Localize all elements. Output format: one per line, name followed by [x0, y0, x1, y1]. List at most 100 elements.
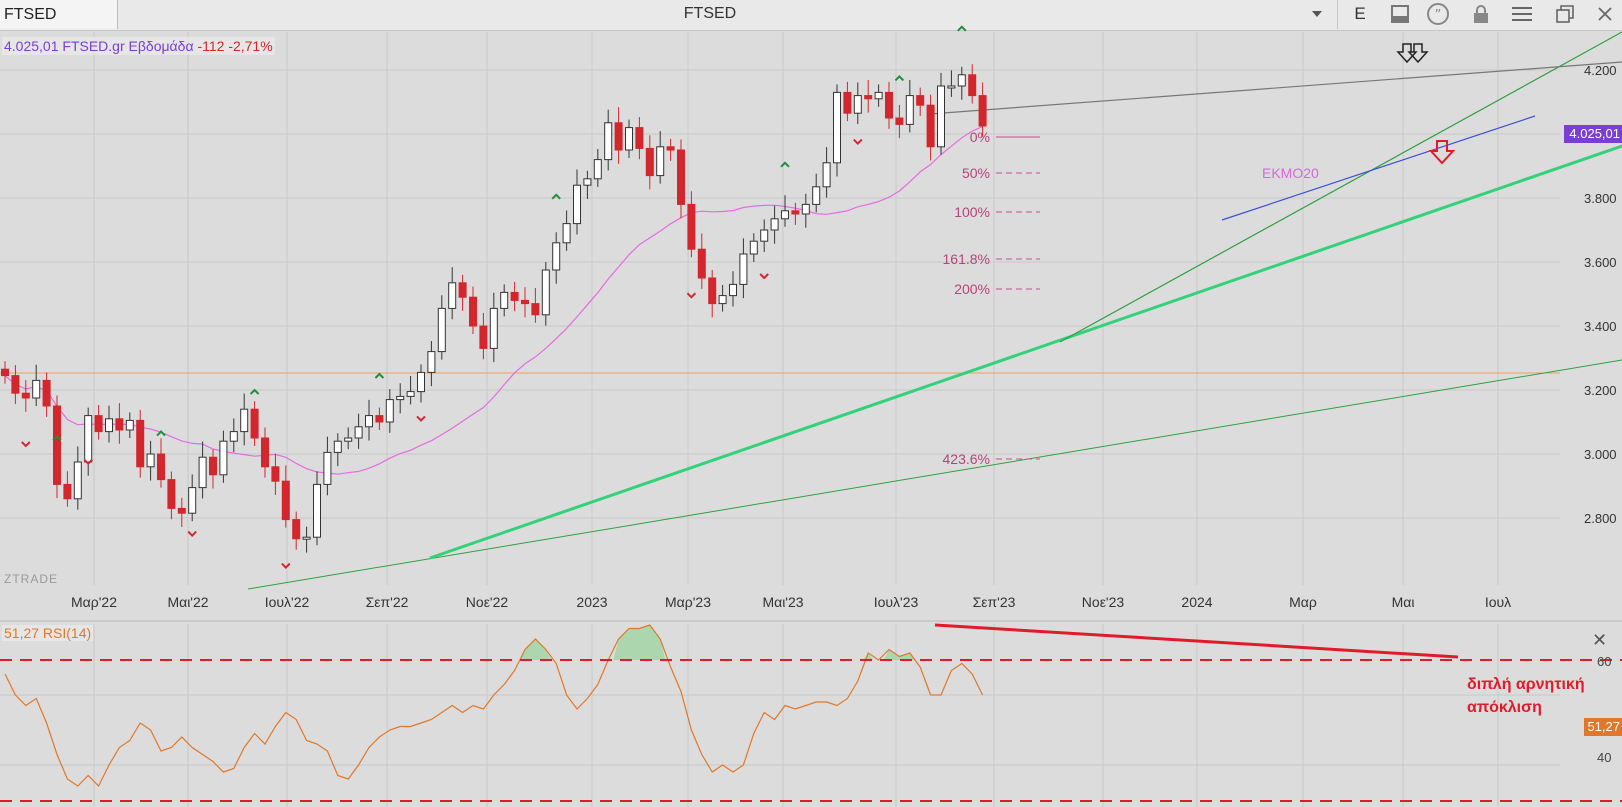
svg-text:”: ”	[1435, 8, 1442, 23]
candle	[749, 240, 758, 255]
candle	[167, 479, 176, 509]
annotation-line-2: απόκλιση	[1467, 699, 1542, 716]
candle	[302, 536, 311, 540]
candle	[593, 159, 602, 180]
candle	[240, 408, 249, 433]
chevron-down-icon[interactable]	[1300, 0, 1334, 29]
candle	[666, 146, 675, 151]
divergence-line	[934, 623, 1459, 659]
candle	[250, 408, 259, 439]
rsi-axis-label: 60	[1597, 654, 1611, 669]
candle	[198, 456, 207, 489]
restore-window-icon[interactable]	[1548, 0, 1582, 29]
swing-low-icon	[187, 530, 197, 538]
candle	[656, 146, 665, 177]
price-axis-label: 2.800	[1584, 511, 1617, 526]
symbol-input[interactable]: FTSED	[0, 0, 118, 29]
candle	[853, 95, 862, 114]
candle	[739, 253, 748, 285]
candle	[874, 91, 883, 100]
trendline-blue	[1221, 115, 1536, 221]
fibonacci-levels: 0% 50% 100% 161.8% 200% 423.6%	[943, 129, 1040, 467]
candle	[385, 399, 394, 423]
quote-icon[interactable]: ”	[1421, 0, 1455, 29]
chart-grid	[0, 32, 1560, 585]
swing-high-icon	[551, 193, 561, 200]
candle	[354, 426, 363, 439]
fib-level-label: 100%	[954, 204, 990, 220]
candle	[781, 210, 789, 220]
candle	[261, 437, 269, 468]
fib-level-label: 423.6%	[943, 451, 990, 467]
time-axis-label: Μαρ	[1289, 594, 1317, 610]
fib-level-label: 0%	[970, 129, 990, 145]
legend-change-pct: -2,71%	[228, 38, 273, 54]
double-down-arrow-icon	[1396, 43, 1429, 64]
candle	[115, 418, 124, 431]
annotation-line-1: διπλή αρνητική	[1467, 676, 1585, 693]
swing-low-icon	[853, 138, 863, 146]
moving-average-line	[4, 125, 983, 475]
trendline-main	[429, 144, 1622, 560]
rsi-axis-label: 40	[1597, 750, 1611, 765]
time-axis-label: Μαι'22	[167, 594, 208, 610]
trendlines	[247, 31, 1622, 590]
time-axis-label: Νοε'22	[466, 594, 509, 610]
candle	[760, 229, 769, 242]
candle	[926, 104, 935, 148]
candle	[978, 95, 987, 127]
menu-icon[interactable]	[1505, 0, 1539, 29]
candle	[333, 440, 342, 453]
last-price-badge: 4.025,01	[1564, 125, 1622, 143]
candle	[791, 210, 800, 215]
candle	[63, 483, 72, 500]
down-arrow-icon	[1428, 140, 1456, 165]
candle	[406, 391, 415, 397]
close-icon[interactable]	[1588, 0, 1622, 29]
price-axis-label: 3.600	[1584, 255, 1617, 270]
candle	[437, 307, 446, 353]
legend-symbol: FTSED.gr	[62, 38, 125, 54]
candle	[521, 299, 529, 305]
candle	[729, 283, 737, 297]
candle	[718, 295, 727, 305]
candle	[219, 440, 228, 476]
candle	[697, 248, 706, 279]
candle	[396, 395, 405, 401]
lock-icon[interactable]	[1464, 0, 1498, 29]
period-button[interactable]: E	[1354, 4, 1366, 23]
resistance-line	[929, 61, 1622, 115]
fib-level-label: 161.8%	[943, 251, 990, 267]
panel-divider[interactable]	[0, 620, 1622, 622]
swing-low-icon	[759, 273, 769, 280]
candle	[947, 85, 956, 89]
candle	[427, 351, 436, 373]
rsi-overbought-area	[519, 639, 551, 660]
candle	[770, 218, 779, 231]
candle	[864, 95, 873, 100]
candle	[677, 149, 685, 205]
candle	[957, 74, 966, 87]
bar-style-icon[interactable]	[1383, 0, 1417, 29]
candle	[105, 418, 113, 433]
price-legend: 4.025,01 FTSED.gr Εβδομάδα -112 -2,71%	[2, 37, 275, 55]
swing-low-icon	[83, 458, 93, 466]
ekmo-label: EKMO20	[1262, 165, 1319, 181]
top-toolbar: FTSED FTSED E ”	[0, 0, 1622, 31]
candle	[458, 282, 467, 298]
candle	[479, 325, 488, 349]
close-indicator-icon[interactable]: ✕	[1592, 630, 1608, 650]
candle	[708, 277, 717, 305]
time-axis-label: Ιουλ'22	[265, 594, 310, 610]
candle	[417, 371, 425, 393]
candle	[635, 127, 644, 149]
fib-level-label: 200%	[954, 281, 990, 297]
candlesticks	[1, 64, 987, 553]
candle	[968, 74, 977, 97]
price-axis-label: 3.200	[1584, 383, 1617, 398]
candle	[53, 405, 61, 485]
candle	[188, 487, 197, 514]
candle	[604, 122, 613, 161]
candle	[1, 368, 9, 377]
